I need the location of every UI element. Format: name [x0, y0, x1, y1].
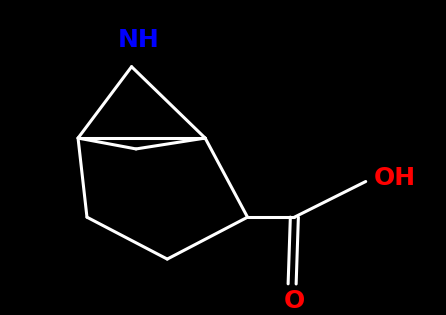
Text: O: O	[284, 289, 305, 313]
Text: OH: OH	[374, 166, 416, 190]
Text: NH: NH	[117, 28, 159, 52]
